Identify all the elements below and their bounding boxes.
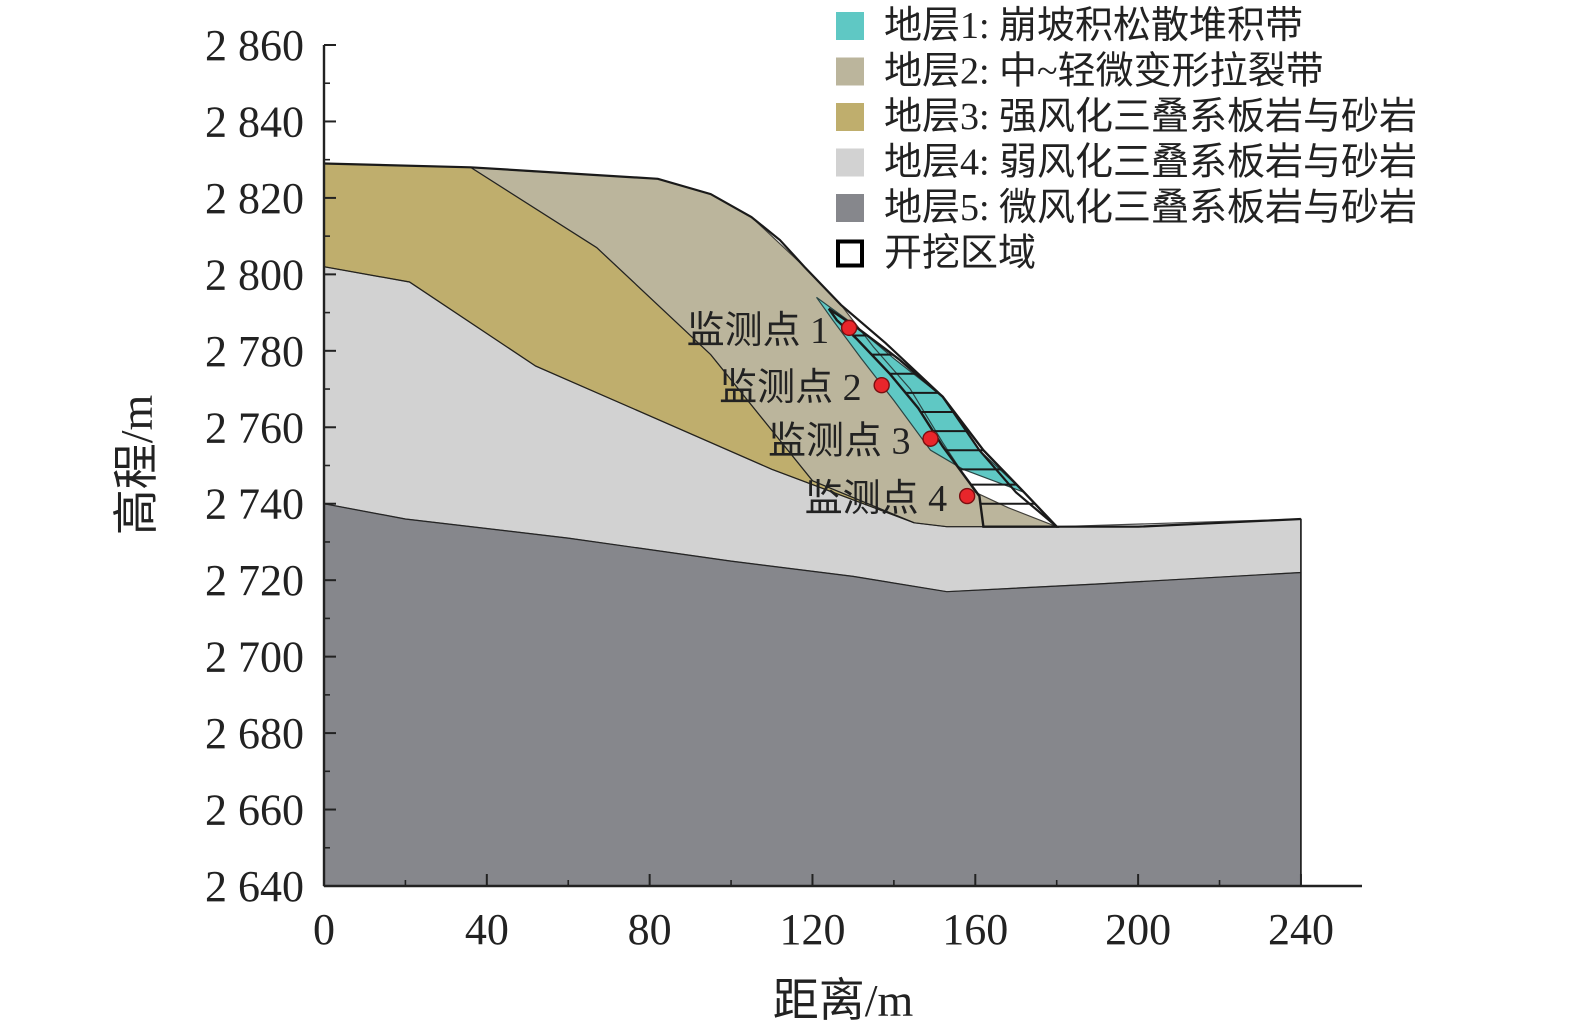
legend-label: 地层3: 强风化三叠系板岩与砂岩 bbox=[884, 96, 1417, 138]
x-tick-label: 40 bbox=[465, 905, 509, 954]
x-tick-label: 80 bbox=[628, 905, 672, 954]
y-tick-label: 2 840 bbox=[205, 97, 304, 146]
legend-swatch bbox=[836, 57, 864, 86]
y-tick-label: 2 680 bbox=[205, 709, 304, 758]
y-tick-label: 2 780 bbox=[205, 327, 304, 376]
y-tick-label: 2 660 bbox=[205, 786, 304, 835]
layer1-boundary bbox=[816, 296, 1025, 493]
x-tick-label: 120 bbox=[779, 905, 845, 954]
monitoring-point-label: 监测点 3 bbox=[768, 421, 911, 463]
y-tick-label: 2 740 bbox=[205, 480, 304, 529]
monitoring-point-marker bbox=[840, 319, 858, 337]
monitoring-point-label: 监测点 1 bbox=[687, 310, 830, 352]
legend-label: 地层1: 崩坡积松散堆积带 bbox=[884, 5, 1303, 47]
legend-swatch bbox=[836, 148, 864, 177]
x-axis-label: 距离/m bbox=[773, 975, 914, 1026]
monitoring-point-marker bbox=[873, 377, 890, 394]
legend-label: 开挖区域 bbox=[884, 233, 1036, 275]
ground-surface-line bbox=[323, 162, 1301, 528]
ground-surface bbox=[323, 162, 1302, 886]
monitoring-point-label: 监测点 2 bbox=[719, 367, 862, 409]
strata-layers bbox=[323, 162, 1302, 887]
y-tick-label: 2 640 bbox=[205, 862, 304, 911]
x-tick-label: 200 bbox=[1105, 905, 1171, 954]
legend-swatch-outline bbox=[836, 239, 864, 268]
legend-label: 地层2: 中~轻微变形拉裂带 bbox=[884, 51, 1324, 93]
excavation-outline bbox=[827, 307, 1060, 528]
legend-label: 地层4: 弱风化三叠系板岩与砂岩 bbox=[884, 142, 1417, 184]
x-tick-label: 240 bbox=[1268, 905, 1334, 954]
y-tick-label: 2 720 bbox=[205, 556, 304, 605]
x-tick-label: 0 bbox=[313, 905, 335, 954]
y-axis-label: 高程/m bbox=[111, 395, 162, 536]
y-tick-label: 2 760 bbox=[205, 403, 304, 452]
y-tick-label: 2 860 bbox=[205, 21, 304, 70]
monitoring-point-marker bbox=[922, 430, 939, 447]
monitoring-points: 监测点 1 监测点 2 监测点 3 监测点 4 bbox=[687, 310, 976, 520]
monitoring-point-label: 监测点 4 bbox=[805, 478, 948, 520]
legend-label: 地层5: 微风化三叠系板岩与砂岩 bbox=[884, 187, 1417, 229]
y-tick-label: 2 820 bbox=[205, 174, 304, 223]
y-tick-label: 2 800 bbox=[205, 250, 304, 299]
x-tick-label: 160 bbox=[942, 905, 1008, 954]
axes: 2 640 2 660 2 680 2 700 2 720 2 740 2 760 2 780… bbox=[205, 21, 1362, 954]
legend-swatch bbox=[836, 12, 864, 40]
y-tick-label: 2 700 bbox=[205, 633, 304, 682]
legend-swatch bbox=[836, 194, 864, 222]
monitoring-point-marker bbox=[958, 487, 976, 505]
legend-swatch bbox=[836, 103, 864, 131]
